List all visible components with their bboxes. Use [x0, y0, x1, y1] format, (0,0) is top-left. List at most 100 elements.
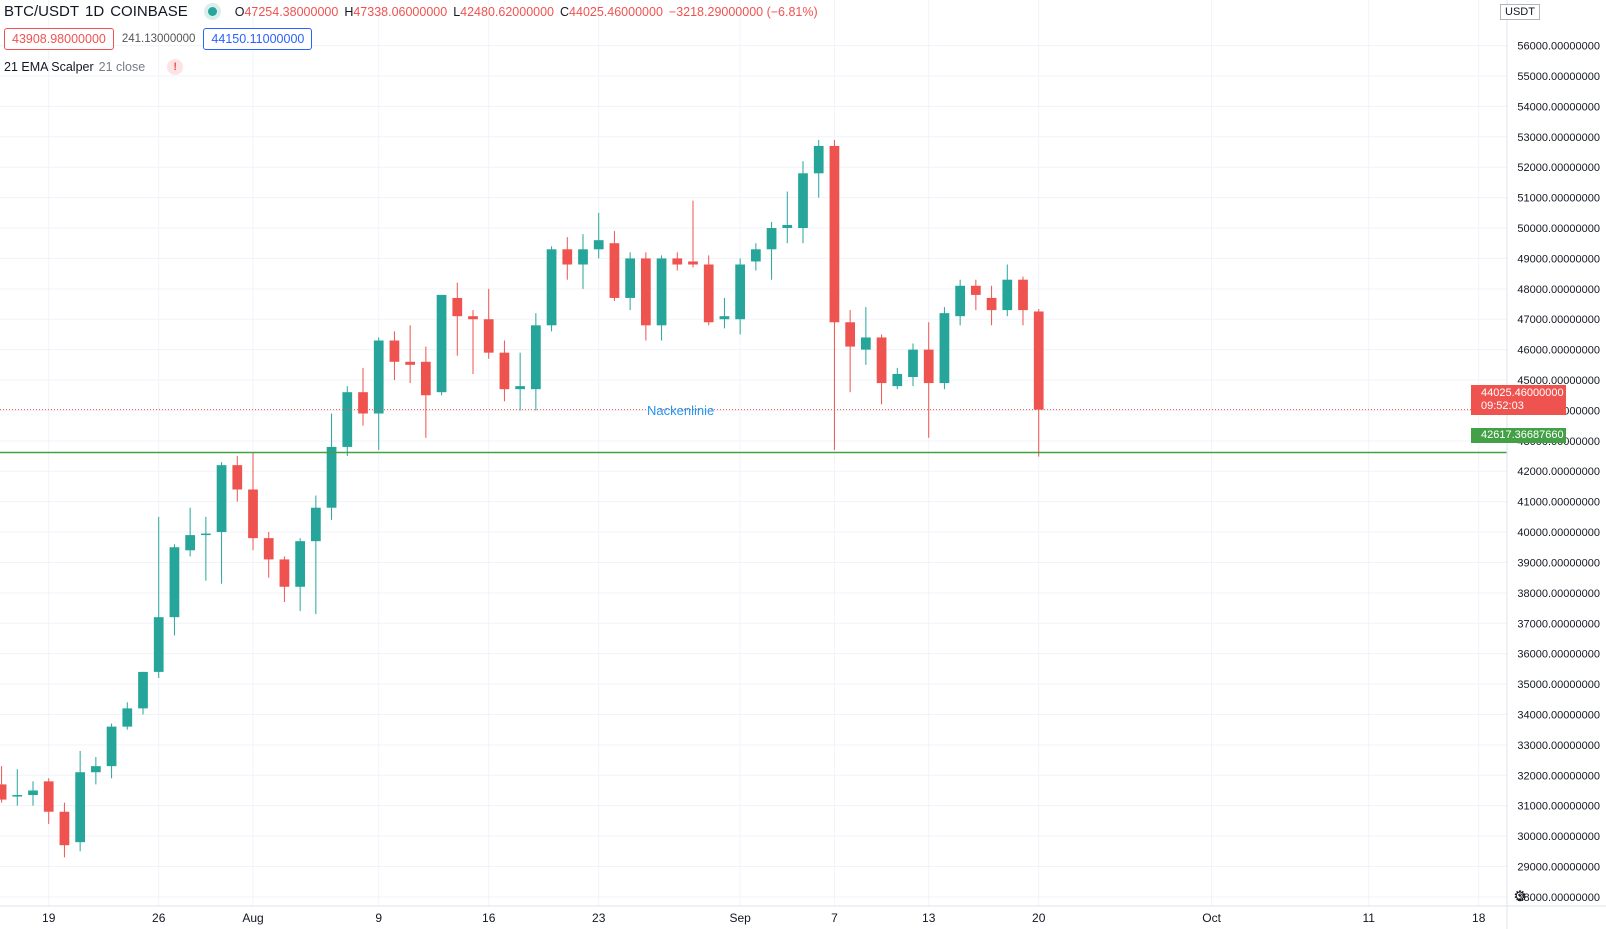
time-tick-label: Sep — [729, 911, 751, 925]
candle-body — [138, 671, 148, 709]
candle — [562, 237, 573, 280]
candle-body — [326, 446, 337, 508]
candle — [0, 766, 7, 803]
candle — [106, 723, 117, 779]
candle-body — [310, 507, 321, 542]
candle-body — [656, 258, 667, 326]
candle — [90, 757, 101, 785]
candle-body — [782, 224, 793, 229]
candle — [892, 367, 903, 390]
buy-button[interactable]: 44150.11000000 — [203, 28, 313, 50]
candle — [656, 255, 667, 341]
candle — [373, 337, 384, 450]
time-axis[interactable]: 19 26 Aug 9 16 23 Sep 7 13 20 Oct 11 18 — [42, 911, 1486, 925]
candle-body — [169, 547, 180, 618]
candle-body — [703, 264, 714, 323]
price-tick-label: 51000.00000000 — [1517, 193, 1600, 205]
candle — [703, 255, 714, 326]
candle — [1018, 276, 1028, 326]
price-tick-label: 56000.00000000 — [1517, 41, 1600, 53]
symbol[interactable]: BTC/USDT — [4, 3, 79, 20]
candle — [185, 507, 196, 557]
candle — [939, 307, 950, 390]
candle-body — [578, 249, 588, 265]
candle — [750, 243, 761, 271]
candle — [499, 340, 510, 402]
price-tick-label: 42000.00000000 — [1517, 466, 1600, 478]
candle — [216, 462, 227, 584]
candle-body — [153, 617, 164, 672]
bar-countdown: 09:52:03 — [1481, 400, 1524, 412]
price-tick-label: 54000.00000000 — [1517, 101, 1600, 113]
candle-body — [672, 258, 683, 265]
candle-body — [263, 538, 274, 560]
candle-body — [750, 249, 761, 262]
candle-body — [90, 766, 101, 773]
candle-body — [436, 294, 447, 393]
candle-body — [106, 726, 117, 767]
indicator-legend[interactable]: 21 EMA Scalper 21 close ! — [4, 59, 184, 75]
last-price-value: 44025.46000000 — [1481, 387, 1564, 399]
candle — [719, 297, 730, 329]
candle-body — [813, 145, 824, 174]
price-tick-label: 38000.00000000 — [1517, 588, 1600, 600]
candle-body — [892, 373, 903, 387]
price-tick-label: 32000.00000000 — [1517, 770, 1600, 782]
warning-icon[interactable]: ! — [167, 59, 184, 75]
gear-icon[interactable]: ⚙ — [1513, 888, 1527, 905]
price-tick-label: 37000.00000000 — [1517, 618, 1600, 630]
candle-body — [546, 249, 557, 326]
candle-body — [829, 145, 840, 323]
candle — [735, 258, 746, 335]
price-tick-label: 33000.00000000 — [1517, 740, 1600, 752]
candle — [798, 161, 808, 244]
sell-button[interactable]: 43908.98000000 — [4, 28, 114, 50]
candle-body — [562, 249, 573, 265]
time-tick-label: 18 — [1472, 911, 1486, 925]
price-tick-label: 53000.00000000 — [1517, 132, 1600, 144]
neckline-label: Nackenlinie — [647, 403, 715, 418]
candle-body — [405, 361, 416, 365]
candle-body — [515, 386, 526, 390]
price-tick-label: 39000.00000000 — [1517, 557, 1600, 569]
time-tick-label: Oct — [1202, 911, 1221, 925]
candle-body — [216, 465, 227, 533]
price-axis[interactable]: 28000.00000000 29000.00000000 30000.000000… — [1517, 41, 1600, 904]
candle — [358, 367, 368, 426]
candle-body — [122, 708, 133, 727]
candle-body — [640, 258, 651, 326]
candle — [326, 413, 337, 520]
indicator-name[interactable]: 21 EMA Scalper — [4, 60, 94, 74]
spread-value: 241.13000000 — [121, 33, 196, 45]
candle — [546, 246, 557, 332]
candle-body — [876, 337, 887, 384]
candle — [389, 331, 400, 381]
candle — [1033, 308, 1044, 457]
candle — [59, 802, 70, 858]
candle — [75, 750, 86, 852]
time-tick-label: 9 — [375, 911, 382, 925]
candle-body — [908, 349, 918, 377]
price-tick-label: 49000.00000000 — [1517, 253, 1600, 265]
candle-body — [530, 325, 541, 390]
candle-body — [860, 337, 871, 350]
candle-body — [735, 264, 746, 320]
candle-body — [420, 361, 431, 396]
candle — [468, 310, 478, 374]
candle — [1002, 264, 1013, 317]
candle — [782, 191, 793, 244]
candle-body — [939, 313, 950, 384]
candle-body — [499, 352, 510, 390]
time-tick-label: 19 — [42, 911, 56, 925]
candle-body — [0, 784, 7, 800]
candle-body — [28, 790, 38, 796]
time-tick-label: 13 — [922, 911, 936, 925]
candle-body — [593, 240, 604, 250]
candle — [248, 453, 258, 551]
candle — [860, 307, 871, 365]
interval[interactable]: 1D — [85, 3, 105, 20]
candle-body — [798, 173, 808, 229]
price-tick-label: 40000.00000000 — [1517, 527, 1600, 539]
currency-unit-button[interactable]: USDT — [1500, 4, 1540, 20]
